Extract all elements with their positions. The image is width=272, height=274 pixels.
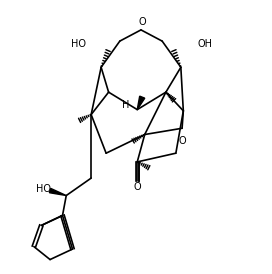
Text: O: O (178, 136, 186, 146)
Polygon shape (50, 189, 66, 196)
Text: H: H (122, 100, 130, 110)
Text: O: O (134, 182, 141, 192)
Text: HO: HO (36, 184, 51, 194)
Polygon shape (137, 96, 145, 110)
Text: OH: OH (197, 39, 212, 48)
Text: O: O (138, 18, 146, 27)
Text: HO: HO (71, 39, 86, 48)
